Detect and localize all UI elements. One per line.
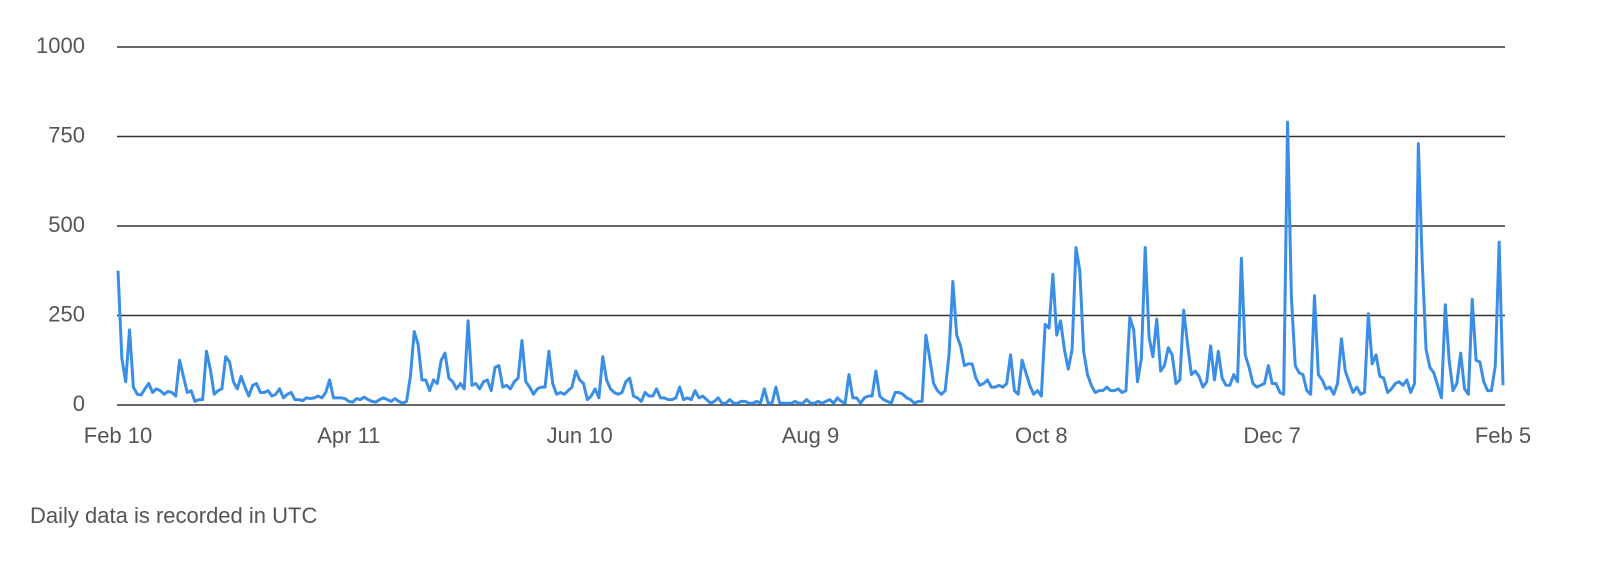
line-series bbox=[116, 120, 1505, 405]
y-tick-label: 250 bbox=[48, 301, 85, 326]
x-tick-label: Aug 9 bbox=[782, 423, 840, 448]
footnote: Daily data is recorded in UTC bbox=[30, 503, 317, 528]
y-tick-label: 0 bbox=[73, 391, 85, 416]
x-tick-label: Feb 5 bbox=[1475, 423, 1531, 448]
x-tick-label: Dec 7 bbox=[1243, 423, 1300, 448]
x-tick-label: Jun 10 bbox=[547, 423, 613, 448]
y-tick-label: 500 bbox=[48, 212, 85, 237]
x-tick-label: Feb 10 bbox=[84, 423, 153, 448]
x-tick-label: Oct 8 bbox=[1015, 423, 1068, 448]
x-tick-label: Apr 11 bbox=[317, 423, 380, 448]
y-tick-label: 1000 bbox=[36, 33, 85, 58]
y-tick-label: 750 bbox=[48, 122, 85, 147]
